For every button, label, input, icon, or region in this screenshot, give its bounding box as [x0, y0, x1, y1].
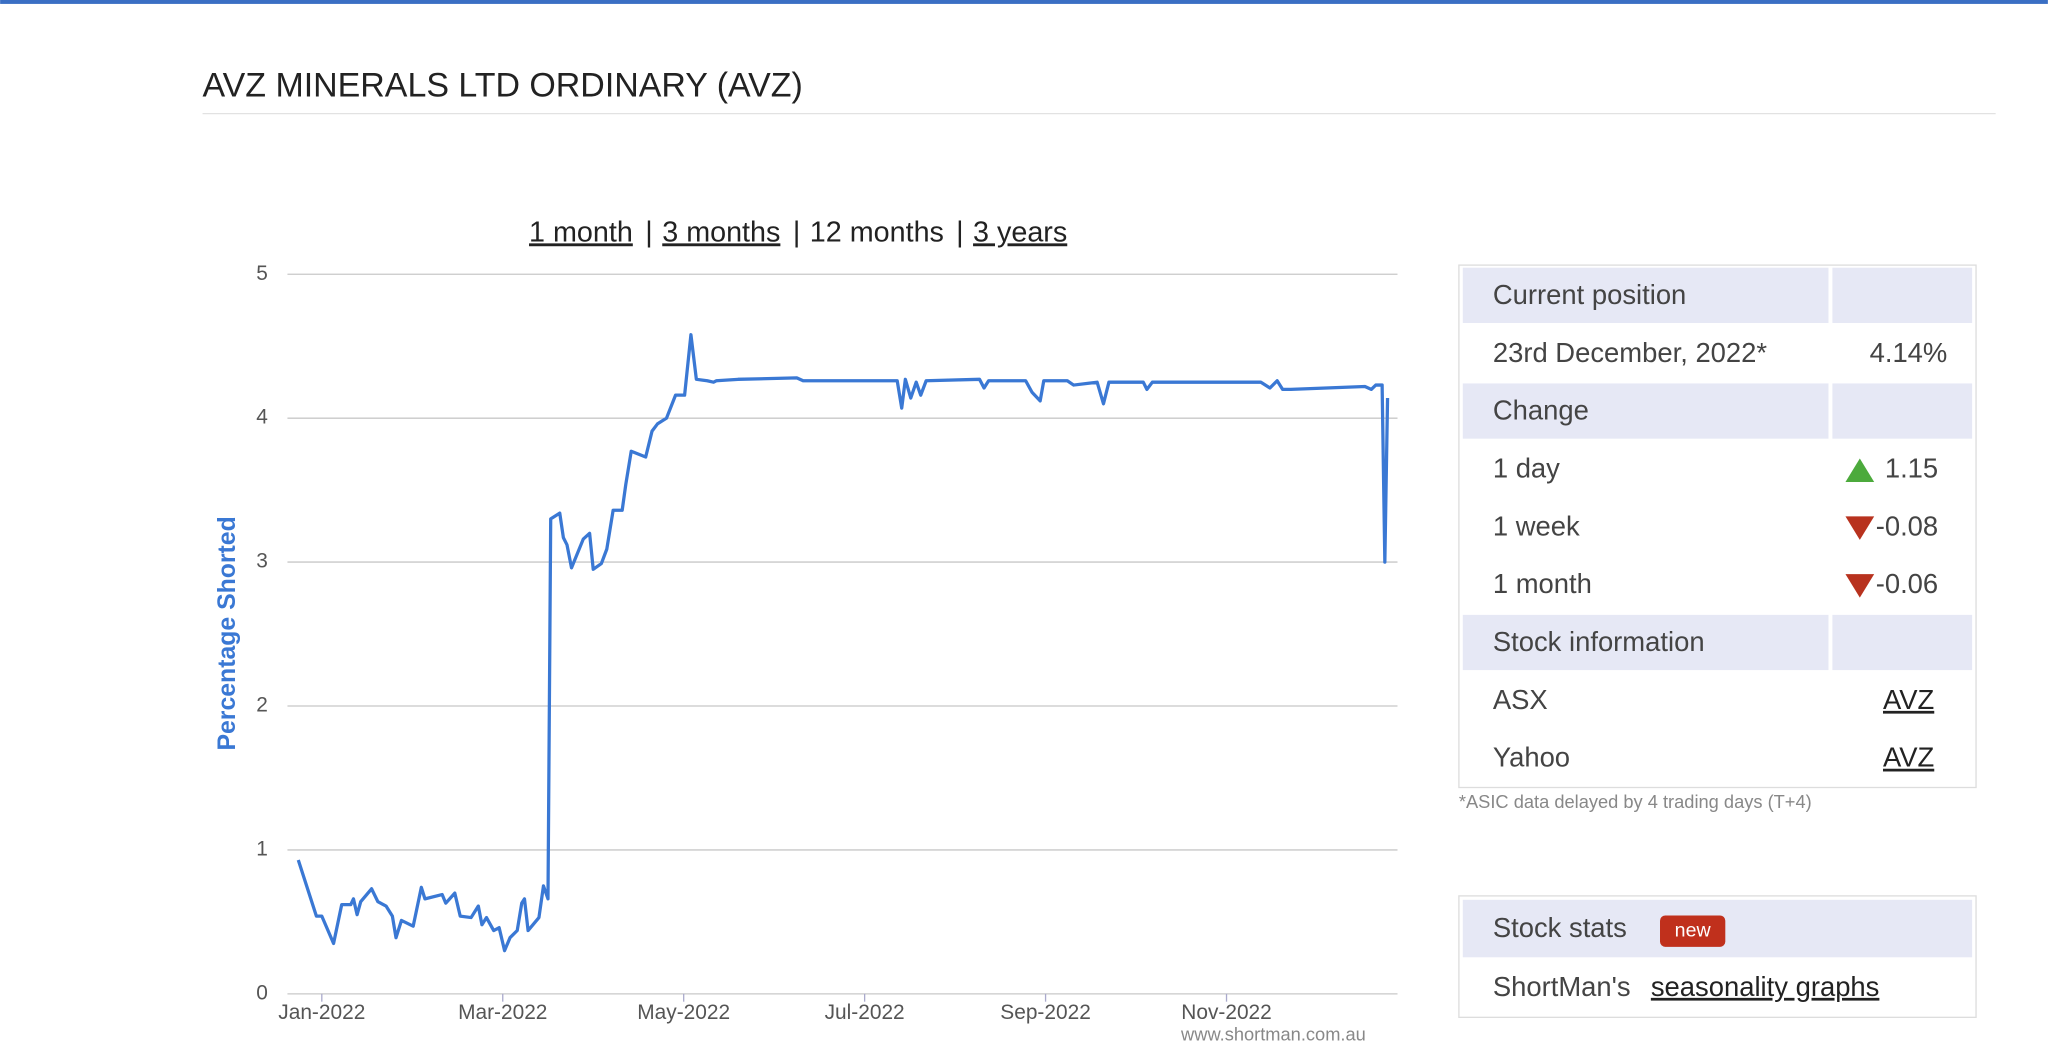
- x-tick-label: Sep-2022: [1000, 1001, 1091, 1024]
- table-header-cell: [1462, 383, 1829, 439]
- row-label: ASX: [1493, 684, 1548, 715]
- down-arrow: [1845, 574, 1875, 598]
- ticker-link[interactable]: AVZ: [1883, 742, 1934, 773]
- badge: [1660, 915, 1726, 947]
- y-tick-label: 1: [256, 837, 268, 860]
- separator: |: [645, 216, 652, 248]
- range-current: 12 months: [810, 216, 944, 248]
- section-heading: Current position: [1493, 279, 1686, 310]
- row-value: -0.06: [1876, 568, 1938, 599]
- footnote: *ASIC data delayed by 4 trading days (T+…: [1459, 791, 1812, 812]
- badge-text: new: [1675, 919, 1712, 941]
- position-table: [1458, 264, 1977, 789]
- row-label: 1 month: [1493, 568, 1592, 599]
- row-label: 23rd December, 2022*: [1493, 337, 1768, 368]
- y-axis-label: Percentage Shorted: [214, 516, 241, 750]
- y-tick-label: 0: [256, 981, 268, 1004]
- y-tick-label: 2: [256, 694, 268, 717]
- x-tick-label: Nov-2022: [1181, 1001, 1272, 1024]
- table-header-cell: [1462, 267, 1829, 323]
- y-tick-label: 3: [256, 550, 268, 573]
- separator: |: [793, 216, 800, 248]
- x-tick-label: Jul-2022: [825, 1001, 905, 1024]
- row-value: 1.15: [1885, 452, 1938, 483]
- range-link[interactable]: 3 months: [662, 216, 780, 248]
- separator: |: [956, 216, 963, 248]
- table-header-cell: [1832, 383, 1973, 439]
- row-value: 4.14%: [1870, 337, 1948, 368]
- x-tick-label: May-2022: [637, 1001, 730, 1024]
- y-tick-label: 4: [256, 406, 268, 429]
- range-link[interactable]: 3 years: [973, 216, 1067, 248]
- table-header-cell: [1832, 267, 1973, 323]
- ticker-link[interactable]: AVZ: [1883, 684, 1934, 715]
- stats-title: Stock stats: [1493, 912, 1627, 943]
- x-tick-label: Jan-2022: [278, 1001, 365, 1024]
- y-tick-label: 5: [256, 262, 268, 285]
- row-value: -0.08: [1876, 510, 1938, 541]
- seasonality-link[interactable]: seasonality graphs: [1651, 971, 1880, 1002]
- section-heading: Change: [1493, 395, 1589, 426]
- range-link[interactable]: 1 month: [529, 216, 633, 248]
- section-heading: Stock information: [1493, 626, 1705, 657]
- data-line: [296, 333, 1390, 953]
- page-title: AVZ MINERALS LTD ORDINARY (AVZ): [203, 66, 803, 104]
- table-header-cell: [1832, 614, 1973, 671]
- stats-text: ShortMan's: [1493, 971, 1631, 1002]
- table-header-cell: [1462, 614, 1829, 671]
- row-label: Yahoo: [1493, 742, 1570, 773]
- credit: www.shortman.com.au: [1180, 1023, 1366, 1044]
- down-arrow: [1845, 516, 1875, 540]
- row-label: 1 day: [1493, 452, 1560, 483]
- up-arrow: [1845, 458, 1875, 482]
- row-label: 1 week: [1493, 510, 1580, 541]
- x-tick-label: Mar-2022: [458, 1001, 547, 1024]
- top-bar: [0, 0, 2048, 4]
